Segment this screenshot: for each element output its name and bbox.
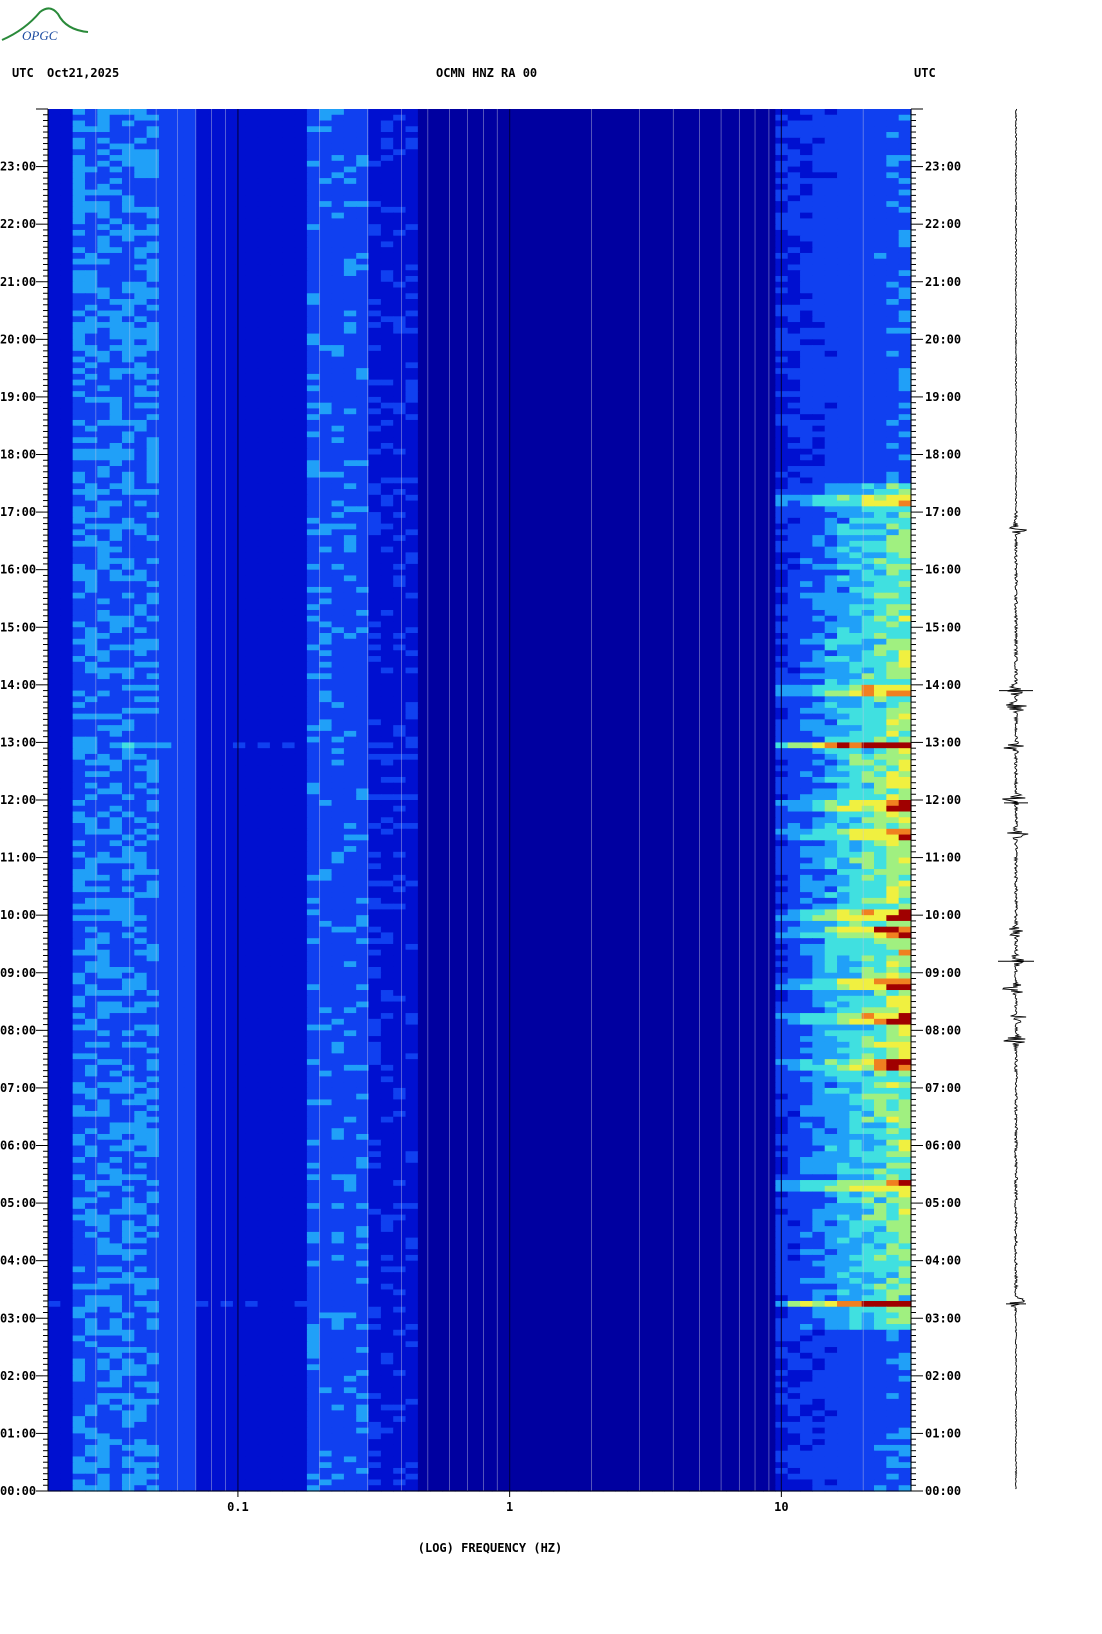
time-tick-label-right: 11:00 xyxy=(925,851,961,865)
time-tick-label-right: 06:00 xyxy=(925,1139,961,1153)
time-tick-label-left: 22:00 xyxy=(0,217,36,231)
time-tick-label-right: 07:00 xyxy=(925,1081,961,1095)
time-tick-label-left: 23:00 xyxy=(0,160,36,174)
time-tick-label-left: 14:00 xyxy=(0,678,36,692)
time-tick-label-right: 08:00 xyxy=(925,1023,961,1037)
time-tick-label-right: 04:00 xyxy=(925,1254,961,1268)
spectrogram-heatmap xyxy=(48,109,912,1492)
time-tick-label-left: 16:00 xyxy=(0,563,36,577)
time-tick-label-right: 10:00 xyxy=(925,908,961,922)
time-tick-label-left: 07:00 xyxy=(0,1081,36,1095)
time-tick-label-left: 11:00 xyxy=(0,851,36,865)
time-tick-label-right: 21:00 xyxy=(925,275,961,289)
time-tick-label-left: 09:00 xyxy=(0,966,36,980)
x-axis-label: (LOG) FREQUENCY (HZ) xyxy=(418,1541,563,1555)
time-tick-label-left: 10:00 xyxy=(0,908,36,922)
time-tick-label-left: 01:00 xyxy=(0,1426,36,1440)
time-tick-label-left: 18:00 xyxy=(0,448,36,462)
time-tick-label-left: 20:00 xyxy=(0,332,36,346)
time-tick-label-right: 02:00 xyxy=(925,1369,961,1383)
left-time-axis: 00:00 01:00 02:00 03:00 04:00 05:00 06:00 07:00… xyxy=(0,108,49,1498)
time-tick-label-right: 01:00 xyxy=(925,1426,961,1440)
time-tick-label-left: 02:00 xyxy=(0,1369,36,1383)
time-tick-label-right: 00:00 xyxy=(925,1484,961,1498)
right-time-axis: 00:00 01:00 02:00 03:00 04:00 05:00 06:00 07:00… xyxy=(910,108,961,1498)
time-tick-label-right: 19:00 xyxy=(925,390,961,404)
time-tick-label-left: 17:00 xyxy=(0,505,36,519)
utc-label-right: UTC xyxy=(914,66,936,80)
logo-text: OPGC xyxy=(22,28,58,43)
time-tick-label-left: 21:00 xyxy=(0,275,36,289)
time-tick-label-left: 06:00 xyxy=(0,1139,36,1153)
time-tick-label-right: 22:00 xyxy=(925,217,961,231)
frequency-tick-label: 10 xyxy=(774,1500,788,1514)
time-tick-label-right: 13:00 xyxy=(925,735,961,749)
frequency-axis: 0.1 1 10 xyxy=(48,1490,911,1514)
time-tick-label-right: 14:00 xyxy=(925,678,961,692)
time-tick-label-right: 09:00 xyxy=(925,966,961,980)
opgc-logo: OPGC xyxy=(1,7,89,43)
time-tick-label-left: 08:00 xyxy=(0,1023,36,1037)
time-tick-label-right: 12:00 xyxy=(925,793,961,807)
seismogram-trace xyxy=(998,108,1034,1490)
time-tick-label-left: 05:00 xyxy=(0,1196,36,1210)
time-tick-label-right: 15:00 xyxy=(925,620,961,634)
time-tick-label-left: 00:00 xyxy=(0,1484,36,1498)
frequency-tick-label: 1 xyxy=(506,1500,513,1514)
frequency-tick-label: 0.1 xyxy=(227,1500,249,1514)
time-tick-label-left: 04:00 xyxy=(0,1254,36,1268)
time-tick-label-left: 12:00 xyxy=(0,793,36,807)
time-tick-label-right: 23:00 xyxy=(925,160,961,174)
time-tick-label-left: 03:00 xyxy=(0,1311,36,1325)
time-tick-label-right: 03:00 xyxy=(925,1311,961,1325)
time-tick-label-left: 13:00 xyxy=(0,735,36,749)
time-tick-label-left: 15:00 xyxy=(0,620,36,634)
time-tick-label-right: 05:00 xyxy=(925,1196,961,1210)
time-tick-label-right: 17:00 xyxy=(925,505,961,519)
station-label: OCMN HNZ RA 00 xyxy=(436,66,538,80)
time-tick-label-left: 19:00 xyxy=(0,390,36,404)
time-tick-label-right: 16:00 xyxy=(925,563,961,577)
utc-label-left: UTC xyxy=(12,66,34,80)
time-tick-label-right: 18:00 xyxy=(925,448,961,462)
date-label: Oct21,2025 xyxy=(47,66,120,80)
time-tick-label-right: 20:00 xyxy=(925,332,961,346)
